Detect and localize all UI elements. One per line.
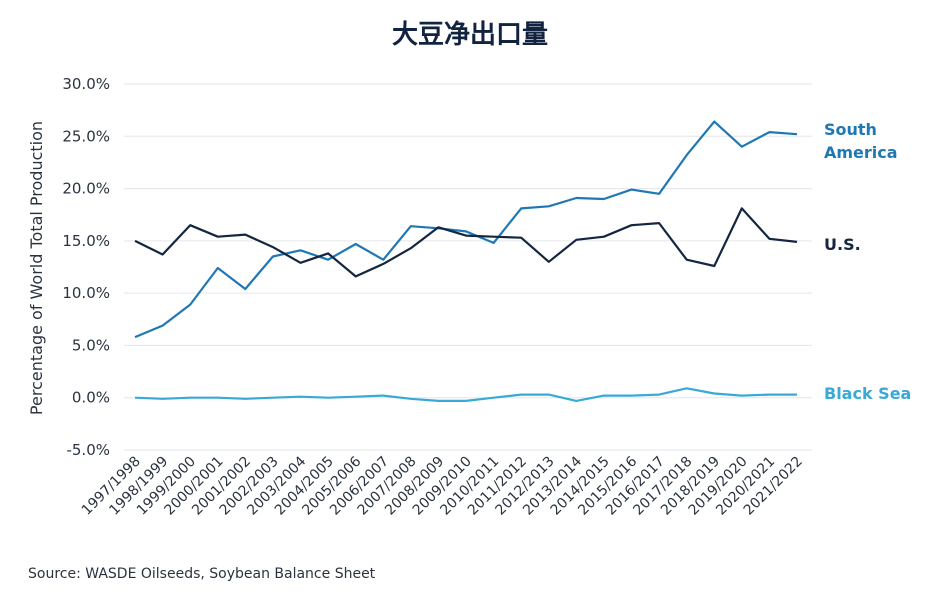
x-axis-ticks: 1997/19981998/19991999/20002000/20012001…: [79, 453, 806, 518]
series-line-south-america: [134, 120, 798, 339]
source-note: Source: WASDE Oilseeds, Soybean Balance …: [28, 566, 376, 582]
y-tick-label: 20.0%: [62, 180, 110, 198]
gridlines: [124, 83, 812, 451]
series-labels: South America U.S. Black Sea: [824, 120, 911, 403]
y-tick-label: 30.0%: [62, 75, 110, 93]
y-tick-label: 10.0%: [62, 284, 110, 302]
series-lines: [134, 120, 798, 402]
y-tick-label: 5.0%: [72, 336, 110, 354]
series-label: Black Sea: [824, 384, 911, 403]
series-label: America: [824, 143, 898, 162]
series-line-u-s: [134, 207, 798, 278]
series-line-black-sea: [134, 387, 797, 402]
y-axis-label: Percentage of World Total Production: [27, 121, 46, 415]
y-tick-label: 0.0%: [72, 389, 110, 407]
series-label: U.S.: [824, 235, 861, 254]
y-axis-ticks: -5.0% 0.0% 5.0% 10.0% 15.0% 20.0% 25.0% 30.0%: [62, 75, 110, 459]
series-label: South: [824, 120, 877, 139]
y-tick-label: 25.0%: [62, 127, 110, 145]
page-title: 大豆净出口量: [391, 20, 548, 50]
y-tick-label: -5.0%: [66, 441, 110, 459]
y-tick-label: 15.0%: [62, 232, 110, 250]
